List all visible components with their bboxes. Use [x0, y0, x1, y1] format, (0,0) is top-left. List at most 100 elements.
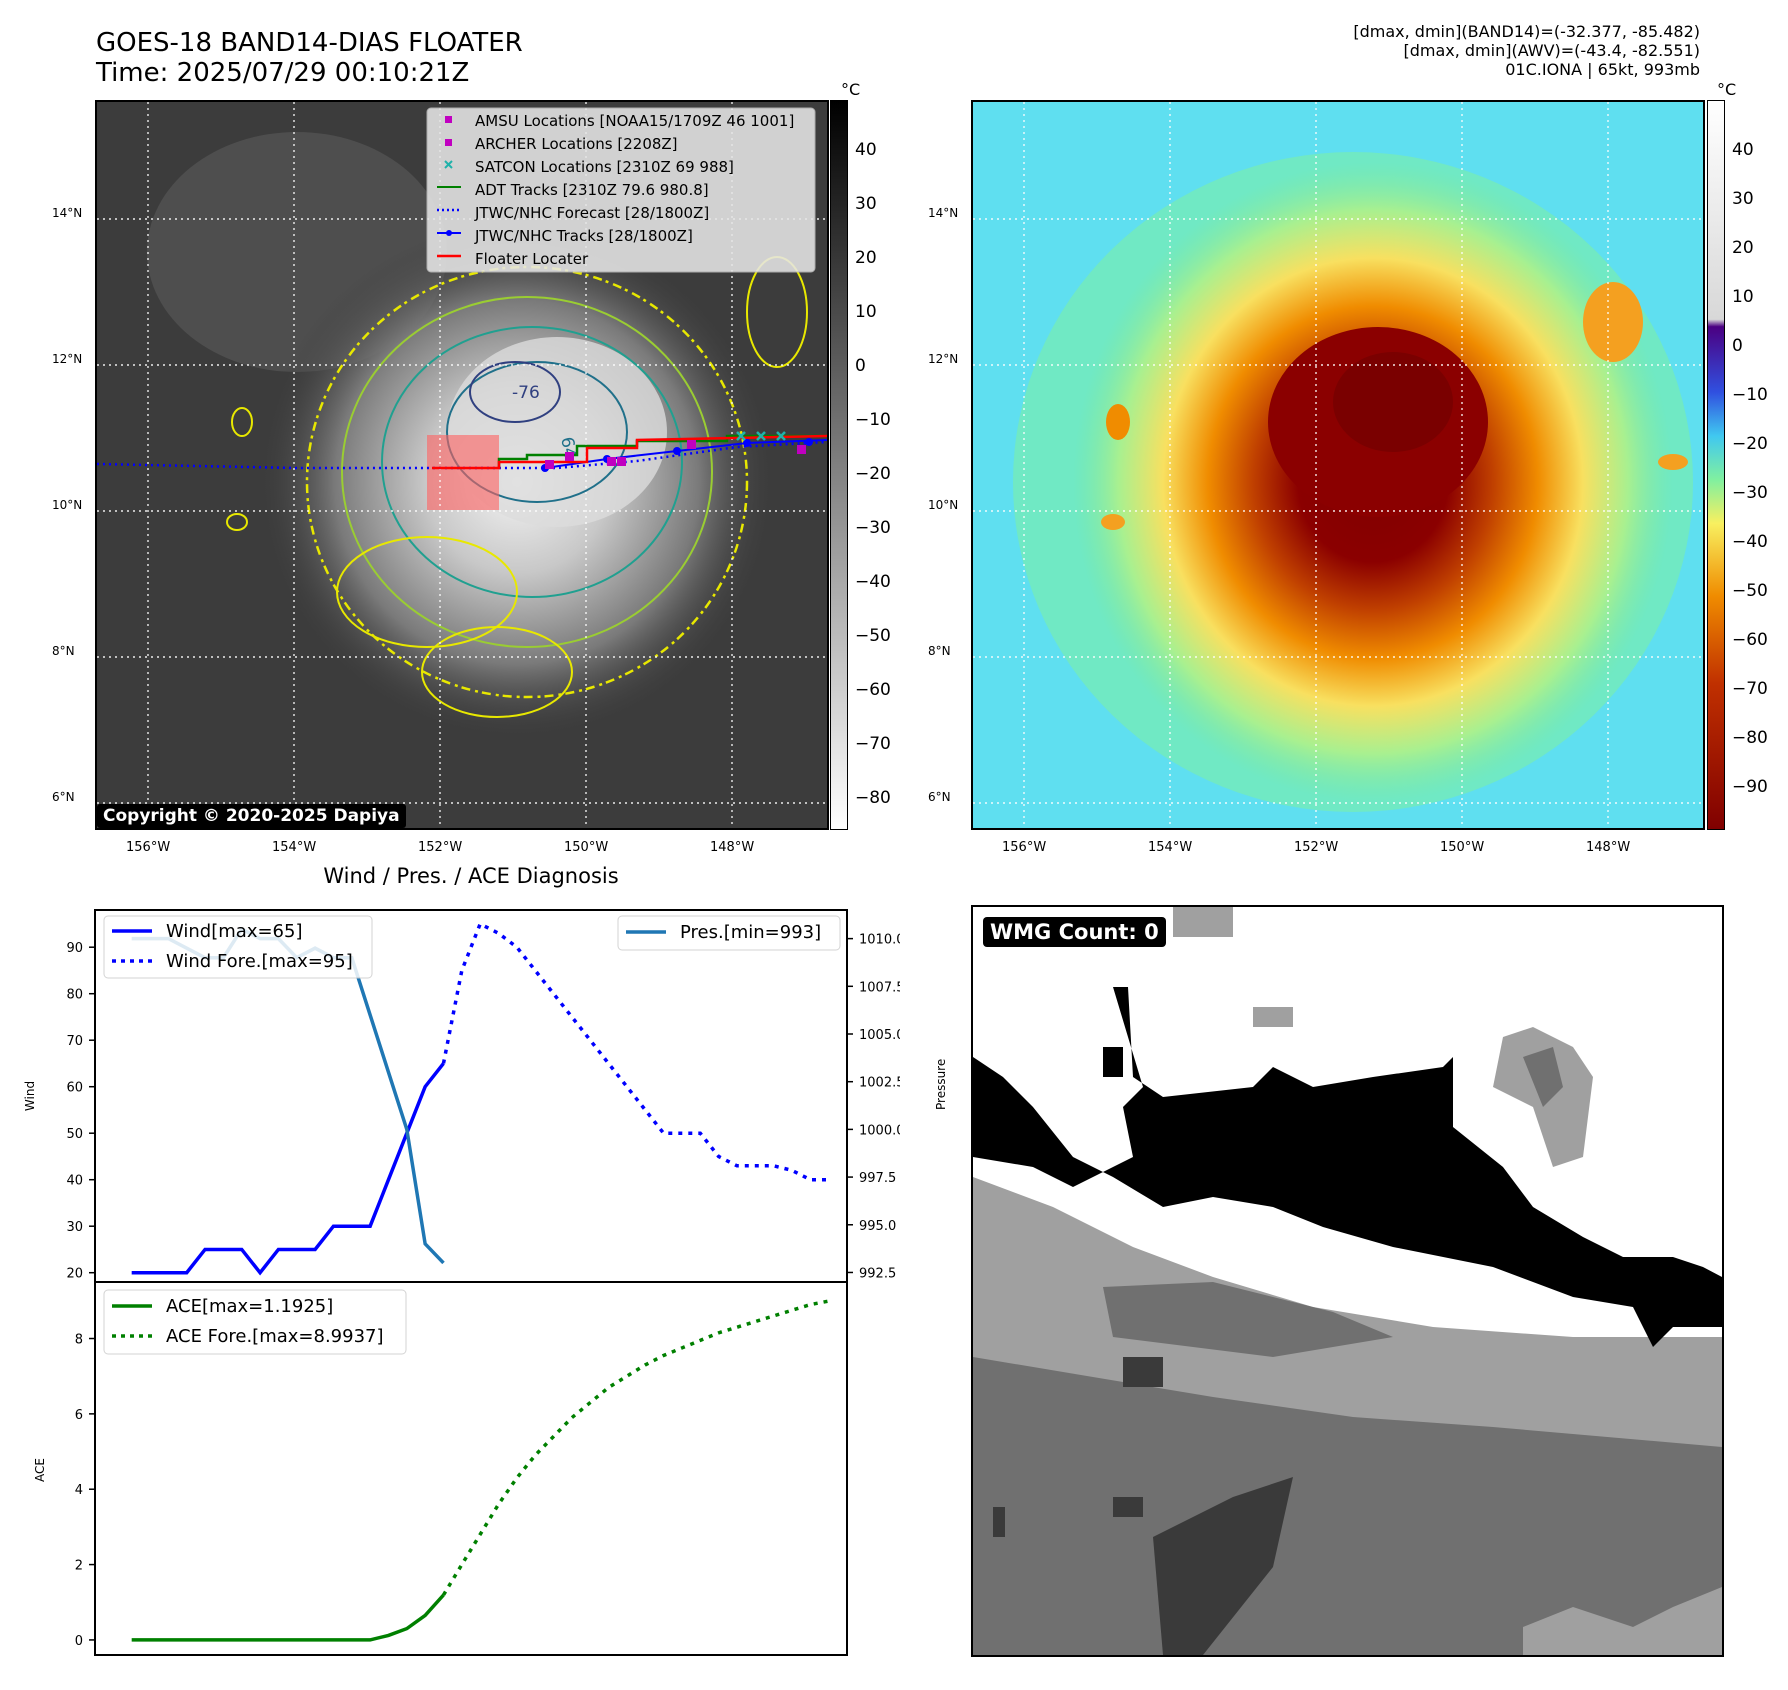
lon-label: 156°W	[1002, 840, 1047, 855]
tick-label: 2	[75, 1559, 83, 1574]
tick-label: 90	[66, 941, 83, 956]
tick-label: 995.0	[859, 1219, 896, 1234]
cbar-tick: 40	[1732, 140, 1754, 160]
lat-label: 14°N	[52, 206, 83, 220]
colorbar-right	[1707, 100, 1725, 830]
lat-label: 12°N	[928, 352, 959, 366]
colorbar-right-unit: °C	[1717, 80, 1737, 99]
cbar-tick: −40	[1732, 532, 1768, 552]
colorbar-left-unit: °C	[841, 80, 861, 99]
legend-floater: Floater Locater	[475, 250, 589, 268]
pressure-lines	[131, 926, 445, 1265]
lat-label: 12°N	[52, 352, 83, 366]
tick-label: 1000.0	[859, 1123, 900, 1138]
lat-label: 10°N	[52, 498, 83, 512]
enhanced-ir-panel	[971, 100, 1705, 830]
cbar-tick: −40	[855, 572, 891, 592]
wmg-map	[973, 907, 1722, 1655]
lon-label: 148°W	[710, 840, 755, 855]
legend-pres: Pres.[min=993]	[680, 922, 821, 943]
ace-axes	[94, 1281, 848, 1656]
contour-label-76: -76	[512, 383, 540, 403]
tick-label: 40	[66, 1174, 83, 1189]
cbar-tick: −30	[855, 518, 891, 538]
cbar-tick: 0	[1732, 336, 1743, 356]
cbar-tick: −60	[1732, 630, 1768, 650]
ace-series-line	[131, 1593, 445, 1642]
map-legend: AMSU Locations [NOAA15/1709Z 46 1001] AR…	[426, 107, 816, 273]
lon-label: 152°W	[418, 840, 463, 855]
wmg-count-badge: WMG Count: 0	[983, 917, 1166, 947]
ir-map-panel: -76 64 AMSU Locat	[95, 100, 829, 830]
wind-ylabel: Wind	[23, 1081, 37, 1111]
lon-label: 154°W	[1148, 840, 1193, 855]
legend-ace-fore: ACE Fore.[max=8.9937]	[166, 1326, 384, 1347]
title-line1: GOES-18 BAND14-DIAS FLOATER	[96, 28, 523, 58]
title-line2: Time: 2025/07/29 00:10:21Z	[96, 58, 470, 88]
lon-label: 150°W	[564, 840, 609, 855]
copyright-badge: Copyright © 2020-2025 Dapiya	[97, 804, 406, 828]
tick-label: 1002.5	[859, 1076, 900, 1091]
right-lon-labels: 156°W 154°W 152°W 150°W 148°W	[876, 840, 1716, 856]
tick-label: 1010.0	[859, 933, 900, 948]
pres-ticks: 1010.0 1007.5 1005.0 1002.5 1000.0 997.5 995.0…	[847, 933, 900, 1281]
cbar-tick: 30	[855, 194, 877, 214]
cbar-tick: −50	[1732, 581, 1768, 601]
tick-label: 60	[66, 1081, 83, 1096]
cbar-tick: 30	[1732, 189, 1754, 209]
tick-label: 4	[75, 1483, 83, 1498]
tick-label: 20	[66, 1267, 83, 1282]
tick-label: 1005.0	[859, 1028, 900, 1043]
wind-legend: Wind[max=65] Wind Fore.[max=95]	[103, 915, 373, 979]
diag-title: Wind / Pres. / ACE Diagnosis	[323, 864, 619, 888]
ace-forecast-line	[441, 1299, 829, 1596]
legend-adt: ADT Tracks [2310Z 79.6 980.8]	[475, 181, 709, 199]
wmg-panel: WMG Count: 0	[971, 905, 1724, 1657]
wind-ticks: 90 80 70 60 50 40 30 20	[66, 941, 95, 1282]
legend-ace: ACE[max=1.1925]	[166, 1296, 333, 1317]
wind-series-line	[131, 1062, 445, 1276]
legend-wind: Wind[max=65]	[166, 921, 303, 942]
pressure-series-line	[131, 926, 445, 1265]
cbar-tick: −10	[855, 410, 891, 430]
cbar-tick: −60	[855, 680, 891, 700]
legend-wind-fore: Wind Fore.[max=95]	[166, 951, 353, 972]
colorbar-left	[830, 100, 848, 830]
tick-label: 992.5	[859, 1266, 896, 1281]
storm-info: 01C.IONA | 65kt, 993mb	[1505, 60, 1700, 79]
enhanced-ir-map	[973, 102, 1703, 828]
ace-ylabel: ACE	[33, 1458, 47, 1482]
tick-label: 80	[66, 988, 83, 1003]
left-lon-labels: 156°W 154°W 152°W 150°W 148°W	[0, 840, 840, 856]
cbar-tick: −80	[1732, 728, 1768, 748]
cbar-tick: −70	[855, 734, 891, 754]
cbar-tick: −80	[855, 788, 891, 808]
dmax-band14: [dmax, dmin](BAND14)=(-32.377, -85.482)	[1353, 22, 1700, 41]
cbar-tick: 40	[855, 140, 877, 160]
right-header: [dmax, dmin](BAND14)=(-32.377, -85.482) …	[1353, 22, 1700, 79]
tick-label: 70	[66, 1034, 83, 1049]
cbar-tick: 20	[855, 248, 877, 268]
cbar-tick: −20	[855, 464, 891, 484]
cbar-tick: 20	[1732, 238, 1754, 258]
figure-title: GOES-18 BAND14-DIAS FLOATER Time: 2025/0…	[96, 28, 523, 88]
legend-forecast: JTWC/NHC Forecast [28/1800Z]	[474, 204, 709, 222]
cbar-tick: 10	[855, 302, 877, 322]
lon-label: 156°W	[126, 840, 171, 855]
lat-label: 10°N	[928, 498, 959, 512]
cbar-tick: −90	[1732, 777, 1768, 797]
pressure-ylabel: Pressure	[934, 1058, 948, 1110]
tick-label: 997.5	[859, 1171, 896, 1186]
ace-ticks: 8 6 4 2 0	[75, 1333, 95, 1649]
tick-label: 1007.5	[859, 980, 900, 995]
lon-label: 148°W	[1586, 840, 1631, 855]
dmax-awv: [dmax, dmin](AWV)=(-43.4, -82.551)	[1403, 41, 1700, 60]
cbar-tick: 0	[855, 356, 866, 376]
lat-label: 8°N	[928, 644, 951, 658]
cbar-tick: −30	[1732, 483, 1768, 503]
wind-forecast-line	[441, 921, 829, 1182]
lon-label: 154°W	[272, 840, 317, 855]
cbar-tick: −50	[855, 626, 891, 646]
tick-label: 50	[66, 1127, 83, 1142]
